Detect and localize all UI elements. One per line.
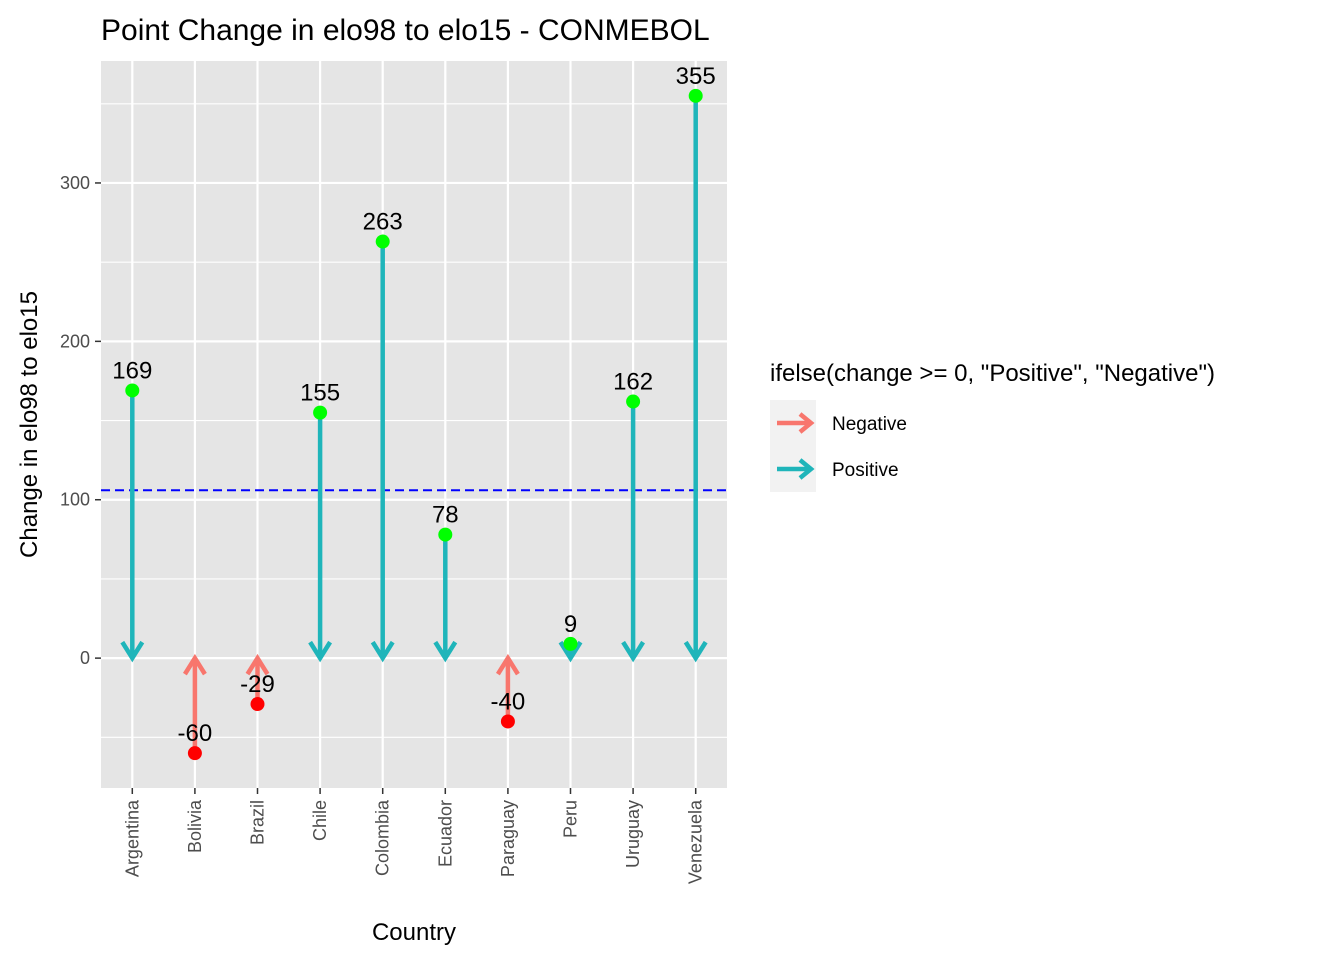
arrow-bolivia xyxy=(182,653,207,754)
arrow-head xyxy=(245,653,270,676)
data-label: -40 xyxy=(491,688,526,715)
point-series xyxy=(125,88,703,761)
x-tick-label: Chile xyxy=(310,800,330,841)
legend-label: Positive xyxy=(832,460,899,481)
data-point xyxy=(626,394,641,409)
x-tick-label: Colombia xyxy=(373,799,393,876)
data-labels: 169 -60 -29 155 263 78 -40 9 162 355 xyxy=(112,63,715,747)
x-tick-label: Argentina xyxy=(122,799,142,877)
arrow-chile xyxy=(308,412,333,663)
legend-item-negative: Negative xyxy=(777,412,907,435)
arrow-ecuador xyxy=(433,534,458,663)
arrow-colombia xyxy=(370,241,395,663)
data-point xyxy=(313,405,328,420)
arrow-head xyxy=(495,653,520,676)
y-tick-label: 300 xyxy=(60,173,90,193)
arrow-paraguay xyxy=(495,653,520,722)
x-tick-label: Paraguay xyxy=(498,800,518,877)
data-label: 263 xyxy=(363,209,403,236)
data-label: 9 xyxy=(564,611,577,638)
x-tick-label: Bolivia xyxy=(185,799,205,853)
legend-label: Negative xyxy=(832,414,907,435)
data-point xyxy=(187,746,202,761)
x-tick-label: Ecuador xyxy=(435,800,455,867)
data-point xyxy=(375,234,390,249)
y-tick-label: 0 xyxy=(80,648,90,668)
y-tick-label: 200 xyxy=(60,331,90,351)
arrow-argentina xyxy=(120,390,145,663)
arrow-series xyxy=(120,95,708,754)
x-tick-label: Venezuela xyxy=(686,799,706,884)
data-point xyxy=(500,714,515,729)
arrow-head xyxy=(370,640,395,663)
data-point xyxy=(250,697,265,712)
legend-arrow-head xyxy=(798,412,815,434)
data-label: 162 xyxy=(613,369,653,396)
legend-arrow-head xyxy=(798,458,815,480)
data-point xyxy=(125,383,140,398)
arrow-brazil xyxy=(245,653,270,705)
y-tick-label: 100 xyxy=(60,490,90,510)
data-point xyxy=(688,88,703,103)
data-label: 155 xyxy=(300,380,340,407)
legend-title: ifelse(change >= 0, "Positive", "Negativ… xyxy=(770,360,1215,387)
x-tick-label: Uruguay xyxy=(623,800,643,868)
arrow-head xyxy=(308,640,333,663)
arrow-uruguay xyxy=(621,401,646,663)
legend-items: Negative Positive xyxy=(777,412,907,481)
arrow-venezuela xyxy=(683,95,708,663)
arrow-head xyxy=(120,640,145,663)
data-point xyxy=(563,636,578,651)
x-tick-label: Peru xyxy=(561,800,581,838)
arrow-head xyxy=(182,653,207,676)
legend: ifelse(change >= 0, "Positive", "Negativ… xyxy=(770,360,1215,492)
y-axis-ticks: 0 100 200 300 xyxy=(60,173,101,668)
arrow-head xyxy=(433,640,458,663)
arrow-head xyxy=(558,640,583,663)
arrow-head xyxy=(621,640,646,663)
x-axis-ticks: Argentina Bolivia Brazil Chile Colombia Ecuad… xyxy=(122,788,706,884)
data-label: 355 xyxy=(676,63,716,90)
legend-key-background xyxy=(770,400,816,492)
chart-title: Point Change in elo98 to elo15 - CONMEBO… xyxy=(101,14,710,47)
data-label: -60 xyxy=(178,720,213,747)
x-tick-label: Brazil xyxy=(248,800,268,845)
arrow-head xyxy=(683,640,708,663)
data-label: 78 xyxy=(432,502,459,529)
legend-item-positive: Positive xyxy=(777,458,899,481)
data-label: -29 xyxy=(240,671,275,698)
y-axis-title: Change in elo98 to elo15 xyxy=(16,291,43,558)
x-axis-title: Country xyxy=(372,919,456,946)
data-point xyxy=(438,527,453,542)
data-label: 169 xyxy=(112,357,152,384)
